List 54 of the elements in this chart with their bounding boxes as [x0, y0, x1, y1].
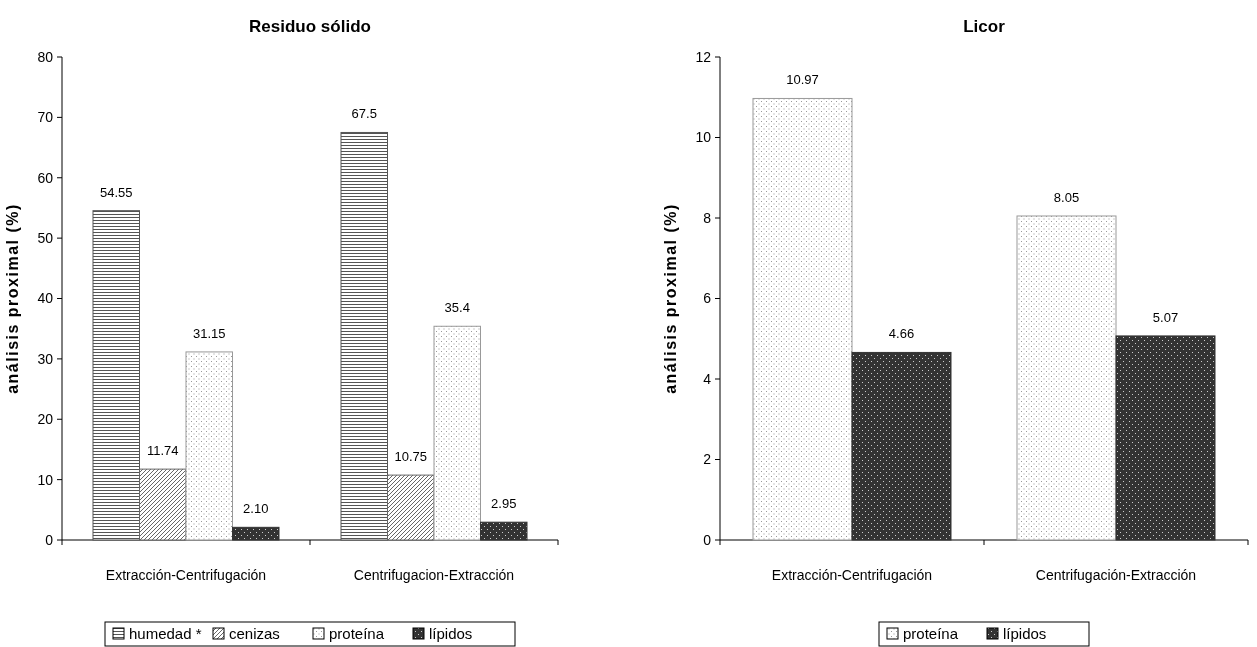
data-label: 10.75: [394, 449, 428, 465]
bar: [92, 210, 140, 541]
bar: [433, 325, 481, 541]
bar: [851, 351, 952, 541]
legend-label: proteína: [903, 625, 959, 643]
bar: [139, 468, 187, 541]
bar: [1016, 215, 1117, 541]
data-label: 10.97: [786, 72, 819, 88]
y-tick-label: 40: [37, 290, 54, 307]
y-tick-label: 30: [37, 350, 54, 367]
y-tick-label: 6: [703, 290, 712, 307]
legend-label: lípidos: [429, 625, 473, 643]
bar: [387, 474, 435, 541]
data-label: 8.05: [1053, 189, 1080, 205]
y-tick-label: 0: [45, 531, 54, 548]
y-tick-label: 10: [37, 471, 54, 488]
y-tick-label: 12: [695, 48, 712, 65]
legend-label: humedad *: [129, 625, 202, 643]
chart-title: Licor: [963, 17, 1006, 36]
data-label: 54.55: [99, 184, 133, 200]
bar: [1115, 335, 1216, 541]
data-label: 67.5: [351, 106, 377, 122]
chart-title: Residuo sólido: [249, 17, 371, 36]
bar: [232, 526, 280, 541]
legend-label: lípidos: [1003, 625, 1047, 643]
data-label: 2.10: [243, 501, 269, 517]
y-tick-label: 8: [703, 209, 712, 226]
bar: [185, 351, 233, 541]
bar: [752, 97, 853, 541]
x-tick-label: Centrifugación-Extracción: [1035, 567, 1197, 583]
bar: [340, 131, 388, 541]
y-axis-title: análisis proximal (%): [662, 203, 679, 394]
y-tick-label: 20: [37, 411, 54, 428]
y-axis-title: análisis proximal (%): [4, 203, 21, 394]
data-label: 35.4: [444, 300, 470, 316]
x-tick-label: Centrifugacion-Extracción: [353, 567, 515, 583]
y-tick-label: 2: [703, 451, 712, 468]
data-label: 4.66: [888, 326, 915, 342]
y-tick-label: 4: [703, 370, 712, 387]
data-label: 5.07: [1152, 309, 1179, 325]
y-tick-label: 0: [703, 531, 712, 548]
y-tick-label: 60: [37, 169, 54, 186]
y-tick-label: 50: [37, 230, 54, 247]
data-label: 11.74: [146, 443, 179, 459]
x-tick-label: Extracción-Centrifugación: [105, 567, 267, 583]
y-tick-label: 10: [695, 129, 712, 146]
y-tick-label: 70: [37, 109, 54, 126]
data-label: 31.15: [192, 325, 226, 341]
y-tick-label: 80: [37, 48, 54, 65]
legend-label: cenizas: [229, 625, 280, 643]
x-tick-label: Extracción-Centrifugación: [771, 567, 933, 583]
legend-label: proteína: [329, 625, 385, 643]
bar: [480, 521, 528, 541]
data-label: 2.95: [491, 496, 517, 512]
